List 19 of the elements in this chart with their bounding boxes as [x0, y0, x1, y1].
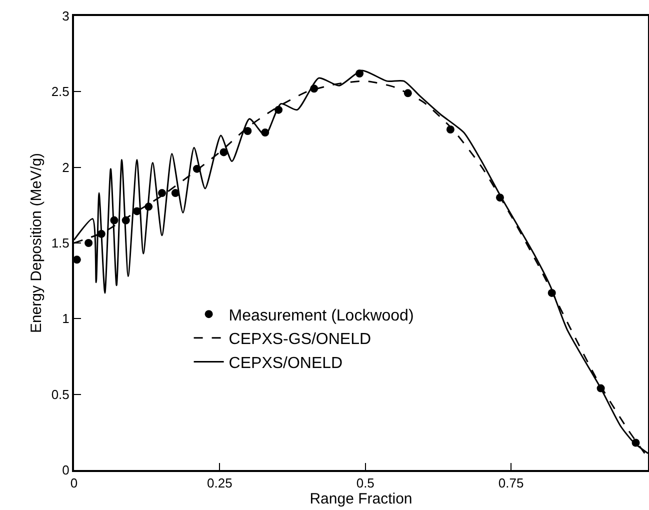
legend-label: CEPXS/ONELD	[228, 354, 343, 372]
y-axis-title: Energy Deposition (MeV/g)	[28, 152, 46, 334]
y-tick-label: 0.5	[51, 386, 70, 402]
x-tick-label: 0.75	[498, 476, 524, 491]
y-tick-label: 0	[62, 462, 70, 478]
x-tick-label: 0.25	[207, 476, 232, 491]
y-tick-label: 1.5	[51, 236, 70, 251]
y-tick-label: 1	[62, 311, 70, 326]
legend-label: CEPXS-GS/ONELD	[228, 331, 372, 348]
point	[244, 127, 252, 136]
y-tick-label: 3	[62, 8, 70, 24]
point	[158, 189, 166, 198]
x-tick-label: 0.5	[356, 476, 374, 491]
point	[84, 239, 93, 247]
point	[74, 256, 81, 264]
y-tick-label: 2.5	[51, 84, 70, 100]
legend-label: Measurement (Lockwood)	[228, 307, 414, 324]
x-axis-title: Range Fraction	[310, 490, 412, 508]
y-tick-label: 2	[62, 160, 70, 175]
